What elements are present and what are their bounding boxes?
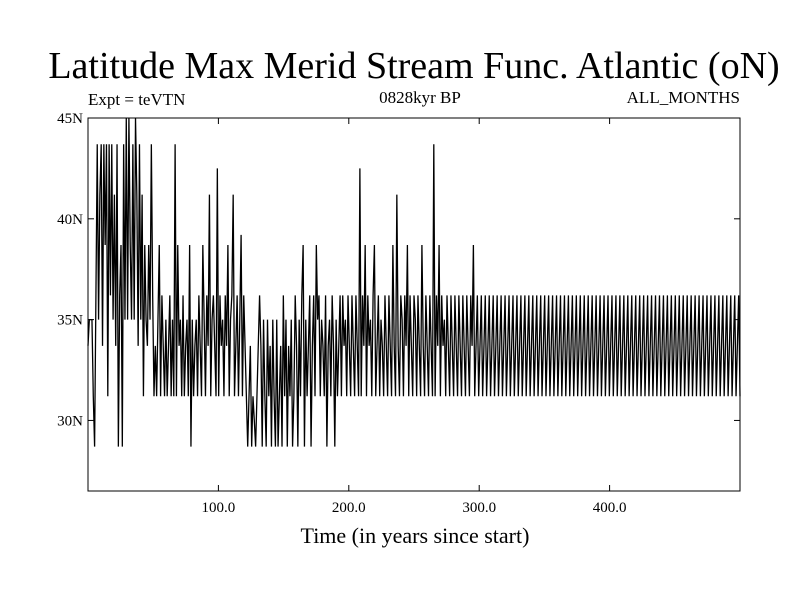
experiment-annotation: Expt = teVTN — [88, 90, 186, 109]
y-tick-label: 35N — [57, 313, 83, 329]
x-tick-label: 100.0 — [202, 500, 236, 516]
period-annotation: 0828kyr BP — [379, 88, 461, 107]
months-annotation: ALL_MONTHS — [626, 88, 740, 107]
chart-title: Latitude Max Merid Stream Func. Atlantic… — [48, 45, 780, 87]
x-tick-label: 200.0 — [332, 500, 366, 516]
series-line — [87, 117, 741, 447]
series-layer — [87, 117, 741, 447]
y-tick-label: 30N — [57, 413, 83, 429]
x-tick-label: 400.0 — [593, 500, 627, 516]
y-tick-label: 45N — [57, 111, 83, 127]
x-tick-label: 300.0 — [462, 500, 496, 516]
x-axis-label: Time (in years since start) — [300, 523, 530, 548]
axis-layer: 100.0 200.0 300.0 400.0 30N 35N 40N 45N — [57, 111, 740, 516]
y-tick-label: 40N — [57, 212, 83, 228]
plot-frame — [87, 117, 741, 492]
